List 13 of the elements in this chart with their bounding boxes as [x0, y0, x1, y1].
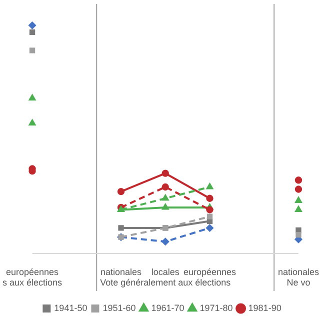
legend-label: 1961-70 [151, 302, 184, 313]
text: s aux élections [2, 277, 63, 288]
x-tick-label: nationales [278, 266, 320, 277]
x-tick-label: locales [151, 266, 180, 277]
legend-label: 1971-80 [200, 302, 233, 313]
text: Vote généralement aux élections [100, 277, 232, 288]
x-tick-label: européennes [6, 266, 60, 277]
x-tick-label: européennes [183, 266, 237, 277]
x-tick-label: nationales [100, 266, 142, 277]
legend-label: 1951-60 [102, 302, 136, 313]
legend-label: 1981-90 [248, 302, 282, 313]
legend-label: 1941-50 [54, 302, 88, 313]
text: Ne vo [286, 277, 310, 288]
